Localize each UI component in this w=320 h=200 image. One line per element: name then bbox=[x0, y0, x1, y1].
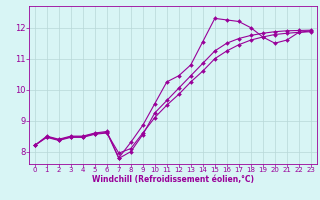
X-axis label: Windchill (Refroidissement éolien,°C): Windchill (Refroidissement éolien,°C) bbox=[92, 175, 254, 184]
